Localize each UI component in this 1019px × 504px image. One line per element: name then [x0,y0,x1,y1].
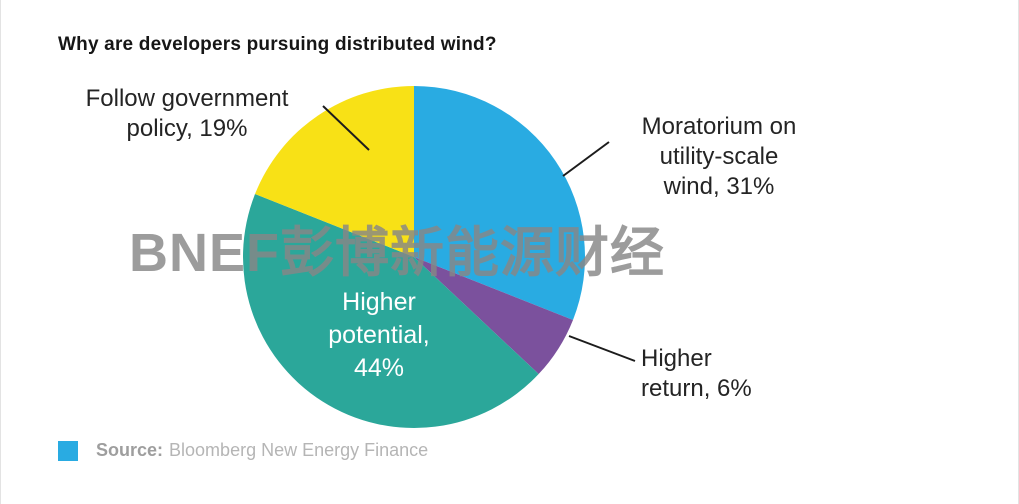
chart-title: Why are developers pursuing distributed … [58,34,497,55]
pie-slice-follow-government-policy [255,86,414,257]
leader-line-follow-policy [322,105,370,151]
source-row: Source: Bloomberg New Energy Finance [58,440,428,461]
source-text: Bloomberg New Energy Finance [169,440,429,460]
leader-line-higher-return [568,335,636,362]
source-color-swatch [58,440,78,461]
slice-label-higher-return: Higher return, 6% [641,345,752,402]
pie-slices [243,86,585,428]
pie-slice-higher-return [414,257,573,375]
bnef-watermark: BNEF彭博新能源财经 [129,223,665,283]
leader-lines [322,105,636,362]
pie-slice-moratorium-on-utility-scale-wind [414,86,585,320]
pie-slice-higher-potential [243,194,539,428]
slice-label-higher-potential: Higher potential, 44% [328,288,430,382]
slice-label-follow-policy: Follow government policy, 19% [85,85,289,142]
source-label: Source: [96,440,164,460]
slice-label-moratorium: Moratorium on utility-scale wind, 31% [641,113,797,200]
leader-line-moratorium [562,141,610,177]
